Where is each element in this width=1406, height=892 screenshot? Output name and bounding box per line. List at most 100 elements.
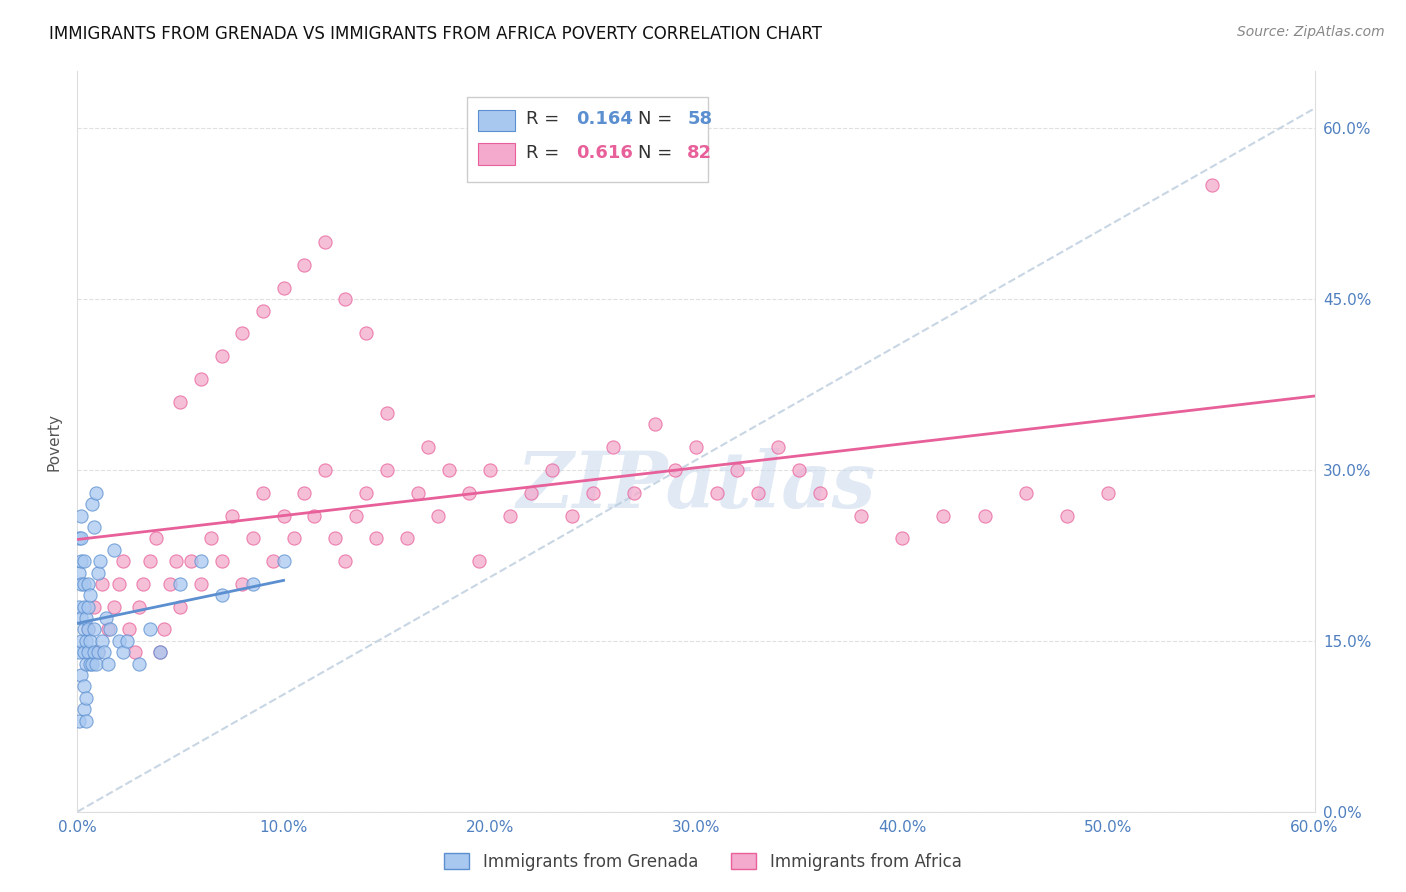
Point (1056, 508, 1078, 523)
Point (602, 440, 624, 454)
Point (849, 508, 872, 523)
Point (159, 577, 181, 591)
Point (644, 417, 666, 432)
Point (200, 532, 222, 546)
Point (72, 680, 94, 694)
Point (80, 497, 103, 511)
Text: 0.616: 0.616 (576, 144, 633, 161)
Point (72, 599, 94, 614)
Point (375, 463, 398, 477)
Text: N =: N = (638, 111, 678, 128)
Point (67, 645, 90, 659)
Point (561, 508, 583, 523)
Text: ZIPatlas: ZIPatlas (516, 448, 876, 524)
Point (138, 554, 160, 568)
Point (145, 532, 167, 546)
Point (344, 508, 367, 523)
Point (87, 645, 110, 659)
Point (128, 599, 150, 614)
Point (83, 623, 105, 637)
Point (93, 645, 115, 659)
Point (76, 599, 98, 614)
Point (252, 303, 274, 318)
Point (273, 508, 295, 523)
Point (76, 577, 98, 591)
Point (292, 258, 315, 272)
Point (118, 623, 141, 637)
Point (67, 599, 90, 614)
Text: 58: 58 (688, 111, 713, 128)
Point (221, 508, 243, 523)
Point (87, 566, 110, 580)
Point (304, 508, 326, 523)
Point (190, 372, 212, 386)
Point (1097, 485, 1119, 500)
Point (396, 532, 419, 546)
FancyBboxPatch shape (478, 110, 516, 131)
Point (706, 485, 728, 500)
Point (211, 349, 233, 363)
Point (103, 542, 125, 557)
Point (70, 668, 93, 682)
Point (83, 645, 105, 659)
Point (190, 554, 212, 568)
Point (84, 485, 107, 500)
Point (70, 611, 93, 625)
Text: Source: ZipAtlas.com: Source: ZipAtlas.com (1237, 25, 1385, 39)
Point (138, 623, 160, 637)
Point (242, 577, 264, 591)
Text: 82: 82 (688, 144, 713, 161)
Point (1201, 178, 1223, 193)
Point (169, 394, 191, 409)
Point (70, 532, 93, 546)
Point (70, 508, 93, 523)
Text: R =: R = (526, 144, 565, 161)
Point (76, 623, 98, 637)
Point (262, 554, 284, 568)
Point (107, 577, 129, 591)
Point (190, 577, 212, 591)
Point (75, 611, 97, 625)
Point (623, 485, 645, 500)
Point (165, 554, 187, 568)
Point (72, 554, 94, 568)
Point (664, 463, 686, 477)
Point (67, 714, 90, 728)
Point (75, 714, 97, 728)
Point (292, 485, 315, 500)
Text: 0.164: 0.164 (576, 111, 633, 128)
Point (124, 645, 146, 659)
Point (107, 633, 129, 648)
Point (76, 645, 98, 659)
Text: R =: R = (526, 111, 565, 128)
Point (180, 554, 202, 568)
Point (132, 577, 155, 591)
Point (70, 633, 93, 648)
Point (75, 690, 97, 705)
Point (83, 599, 105, 614)
FancyBboxPatch shape (478, 144, 516, 165)
Point (973, 508, 995, 523)
Point (335, 554, 357, 568)
Text: N =: N = (638, 144, 678, 161)
Point (416, 440, 439, 454)
Point (128, 657, 150, 671)
Point (72, 577, 94, 591)
Point (354, 326, 377, 341)
Point (72, 623, 94, 637)
Point (96, 611, 118, 625)
Point (768, 440, 790, 454)
Point (91, 577, 114, 591)
Point (242, 532, 264, 546)
Point (891, 532, 914, 546)
Point (169, 577, 191, 591)
Point (111, 554, 134, 568)
Point (72, 702, 94, 716)
Point (103, 599, 125, 614)
Point (427, 508, 450, 523)
Point (478, 463, 501, 477)
Point (91, 633, 114, 648)
Point (354, 485, 377, 500)
Point (211, 588, 233, 602)
Point (70, 554, 93, 568)
